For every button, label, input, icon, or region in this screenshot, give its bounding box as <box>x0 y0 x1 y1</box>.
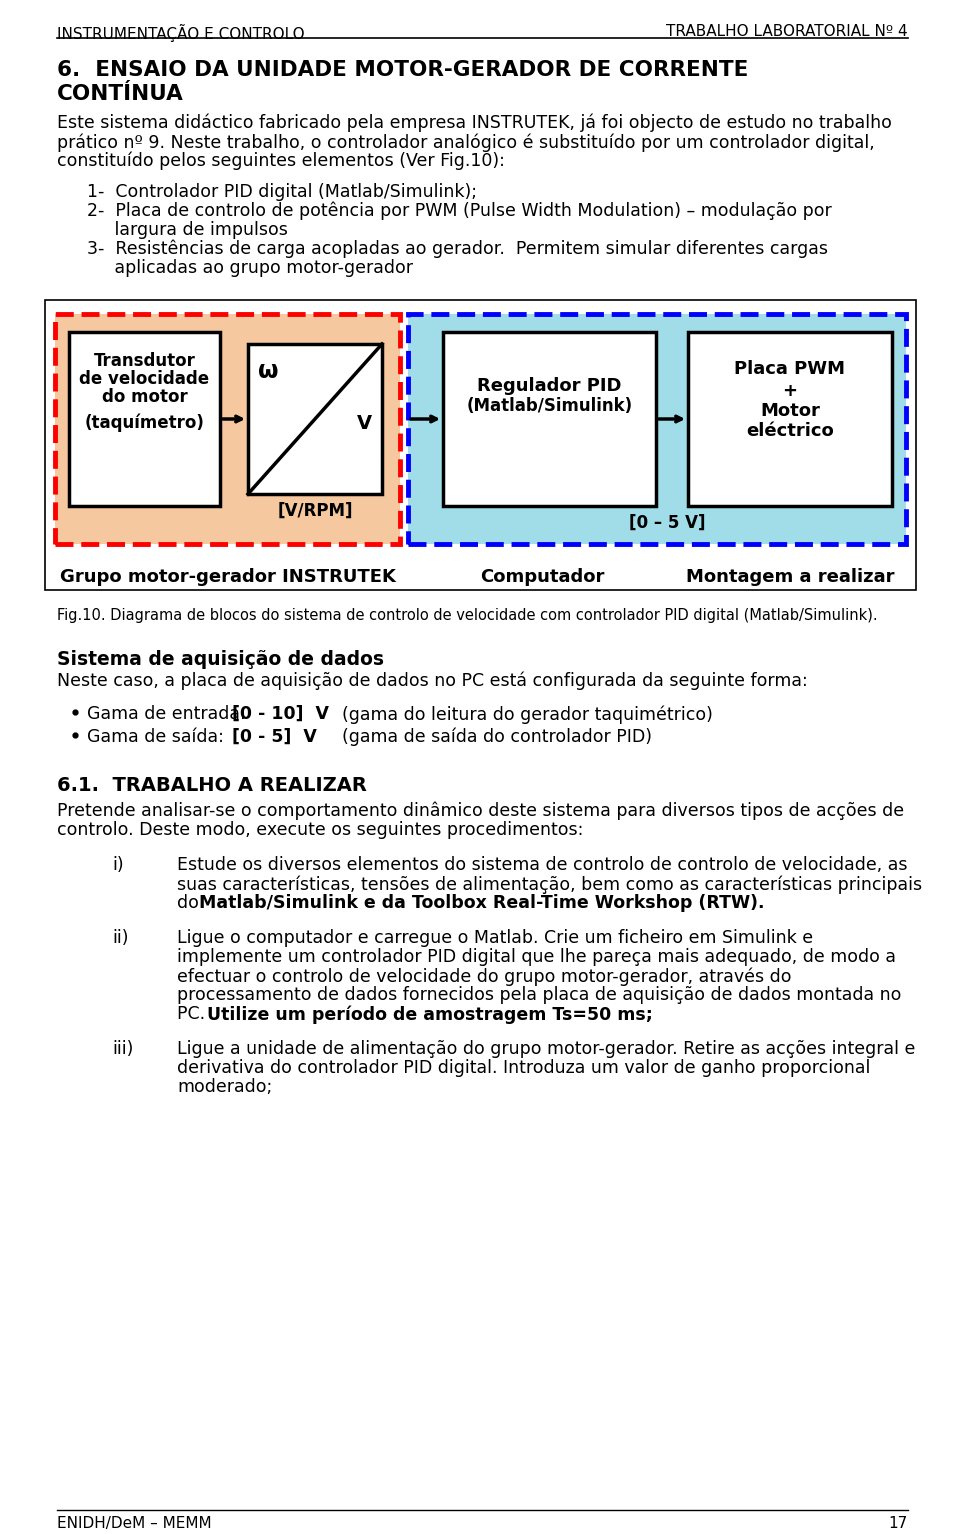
Text: 2-  Placa de controlo de potência por PWM (Pulse Width Modulation) – modulação p: 2- Placa de controlo de potência por PWM… <box>87 202 831 221</box>
Text: 6.  ENSAIO DA UNIDADE MOTOR-GERADOR DE CORRENTE: 6. ENSAIO DA UNIDADE MOTOR-GERADOR DE CO… <box>57 60 749 80</box>
Text: largura de impulsos: largura de impulsos <box>87 221 288 239</box>
Text: Pretende analisar-se o comportamento dinâmico deste sistema para diversos tipos : Pretende analisar-se o comportamento din… <box>57 802 904 821</box>
Text: [0 – 5 V]: [0 – 5 V] <box>629 514 706 532</box>
Bar <box>45 301 916 591</box>
Text: do: do <box>177 894 204 913</box>
Text: implemente um controlador PID digital que lhe pareça mais adequado, de modo a: implemente um controlador PID digital qu… <box>177 948 896 966</box>
Text: [0 - 10]  V: [0 - 10] V <box>232 706 329 723</box>
Text: PC.: PC. <box>177 1005 210 1023</box>
Text: ii): ii) <box>112 930 129 946</box>
Text: (Matlab/Simulink): (Matlab/Simulink) <box>467 397 633 416</box>
Text: derivativa do controlador PID digital. Introduza um valor de ganho proporcional: derivativa do controlador PID digital. I… <box>177 1058 871 1077</box>
Text: i): i) <box>112 856 124 874</box>
Text: Este sistema didáctico fabricado pela empresa INSTRUTEK, já foi objecto de estud: Este sistema didáctico fabricado pela em… <box>57 114 892 132</box>
Bar <box>408 314 906 545</box>
Text: 3-  Resistências de carga acopladas ao gerador.  Permitem simular diferentes car: 3- Resistências de carga acopladas ao ge… <box>87 239 828 259</box>
Bar <box>55 314 400 545</box>
Bar <box>248 344 382 494</box>
Bar <box>55 314 400 545</box>
Text: 1-  Controlador PID digital (Matlab/Simulink);: 1- Controlador PID digital (Matlab/Simul… <box>87 183 477 201</box>
Text: Sistema de aquisição de dados: Sistema de aquisição de dados <box>57 650 384 669</box>
Text: Placa PWM: Placa PWM <box>734 360 846 377</box>
Text: Ligue o computador e carregue o Matlab. Crie um ficheiro em Simulink e: Ligue o computador e carregue o Matlab. … <box>177 930 813 946</box>
Text: Ligue a unidade de alimentação do grupo motor-gerador. Retire as acções integral: Ligue a unidade de alimentação do grupo … <box>177 1040 916 1058</box>
Text: processamento de dados fornecidos pela placa de aquisição de dados montada no: processamento de dados fornecidos pela p… <box>177 986 901 1003</box>
Text: Estude os diversos elementos do sistema de controlo de controlo de velocidade, a: Estude os diversos elementos do sistema … <box>177 856 907 874</box>
Text: Grupo motor-gerador INSTRUTEK: Grupo motor-gerador INSTRUTEK <box>60 568 396 586</box>
Text: eléctrico: eléctrico <box>746 422 834 440</box>
Bar <box>688 331 892 506</box>
Text: controlo. Deste modo, execute os seguintes procedimentos:: controlo. Deste modo, execute os seguint… <box>57 821 584 839</box>
Text: 17: 17 <box>889 1516 908 1531</box>
Text: Neste caso, a placa de aquisição de dados no PC está configurada da seguinte for: Neste caso, a placa de aquisição de dado… <box>57 672 807 690</box>
Text: Transdutor: Transdutor <box>93 351 196 370</box>
Text: iii): iii) <box>112 1040 133 1058</box>
Text: moderado;: moderado; <box>177 1078 273 1095</box>
Text: Gama de entrada:: Gama de entrada: <box>87 706 246 723</box>
Text: TRABALHO LABORATORIAL Nº 4: TRABALHO LABORATORIAL Nº 4 <box>666 25 908 38</box>
Text: Matlab/Simulink e da Toolbox Real-Time Workshop (RTW).: Matlab/Simulink e da Toolbox Real-Time W… <box>199 894 764 913</box>
Text: Gama de saída:: Gama de saída: <box>87 729 224 746</box>
Text: +: + <box>782 382 798 400</box>
Text: Montagem a realizar: Montagem a realizar <box>685 568 895 586</box>
Text: constituído pelos seguintes elementos (Ver Fig.10):: constituído pelos seguintes elementos (V… <box>57 152 505 170</box>
Bar <box>408 314 906 545</box>
Text: ω: ω <box>258 359 278 384</box>
Text: (gama do leitura do gerador taquimétrico): (gama do leitura do gerador taquimétrico… <box>342 706 713 724</box>
Text: CONTÍNUA: CONTÍNUA <box>57 84 183 104</box>
Bar <box>69 331 220 506</box>
Text: [V/RPM]: [V/RPM] <box>277 502 352 520</box>
Text: INSTRUMENTAÇÃO E CONTROLO: INSTRUMENTAÇÃO E CONTROLO <box>57 25 304 41</box>
Text: do motor: do motor <box>102 388 187 407</box>
Text: Regulador PID: Regulador PID <box>477 377 622 394</box>
Text: Motor: Motor <box>760 402 820 420</box>
Text: V: V <box>357 414 372 433</box>
Text: aplicadas ao grupo motor-gerador: aplicadas ao grupo motor-gerador <box>87 259 413 278</box>
Text: (taquímetro): (taquímetro) <box>84 414 204 433</box>
Text: Computador: Computador <box>480 568 604 586</box>
Text: Utilize um período de amostragem Ts=50 ms;: Utilize um período de amostragem Ts=50 m… <box>207 1005 653 1023</box>
Text: ENIDH/DeM – MEMM: ENIDH/DeM – MEMM <box>57 1516 211 1531</box>
Text: 6.1.  TRABALHO A REALIZAR: 6.1. TRABALHO A REALIZAR <box>57 776 367 795</box>
Text: [0 - 5]  V: [0 - 5] V <box>232 729 317 746</box>
Text: (gama de saída do controlador PID): (gama de saída do controlador PID) <box>342 729 652 747</box>
Text: de velocidade: de velocidade <box>80 370 209 388</box>
Bar <box>443 331 656 506</box>
Text: efectuar o controlo de velocidade do grupo motor-gerador, através do: efectuar o controlo de velocidade do gru… <box>177 966 791 985</box>
Text: Fig.10. Diagrama de blocos do sistema de controlo de velocidade com controlador : Fig.10. Diagrama de blocos do sistema de… <box>57 607 877 623</box>
Text: prático nº 9. Neste trabalho, o controlador analógico é substituído por um contr: prático nº 9. Neste trabalho, o controla… <box>57 133 875 152</box>
Text: suas características, tensões de alimentação, bem como as características princi: suas características, tensões de aliment… <box>177 874 923 893</box>
